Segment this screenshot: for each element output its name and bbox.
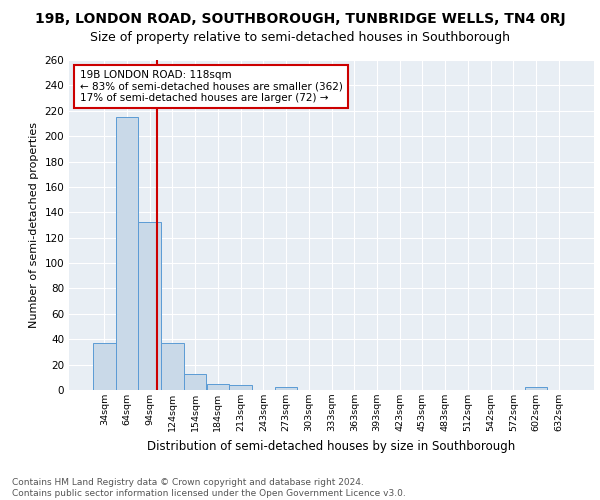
X-axis label: Distribution of semi-detached houses by size in Southborough: Distribution of semi-detached houses by …: [148, 440, 515, 452]
Bar: [116, 117, 139, 390]
Bar: [184, 374, 206, 390]
Bar: [93, 343, 116, 390]
Text: Contains HM Land Registry data © Crown copyright and database right 2024.
Contai: Contains HM Land Registry data © Crown c…: [12, 478, 406, 498]
Text: Size of property relative to semi-detached houses in Southborough: Size of property relative to semi-detach…: [90, 31, 510, 44]
Bar: [275, 388, 298, 390]
Bar: [206, 384, 229, 390]
Text: 19B LONDON ROAD: 118sqm
← 83% of semi-detached houses are smaller (362)
17% of s: 19B LONDON ROAD: 118sqm ← 83% of semi-de…: [79, 70, 343, 103]
Bar: [139, 222, 161, 390]
Text: 19B, LONDON ROAD, SOUTHBOROUGH, TUNBRIDGE WELLS, TN4 0RJ: 19B, LONDON ROAD, SOUTHBOROUGH, TUNBRIDG…: [35, 12, 565, 26]
Bar: [229, 385, 252, 390]
Bar: [161, 343, 184, 390]
Bar: [524, 388, 547, 390]
Y-axis label: Number of semi-detached properties: Number of semi-detached properties: [29, 122, 39, 328]
